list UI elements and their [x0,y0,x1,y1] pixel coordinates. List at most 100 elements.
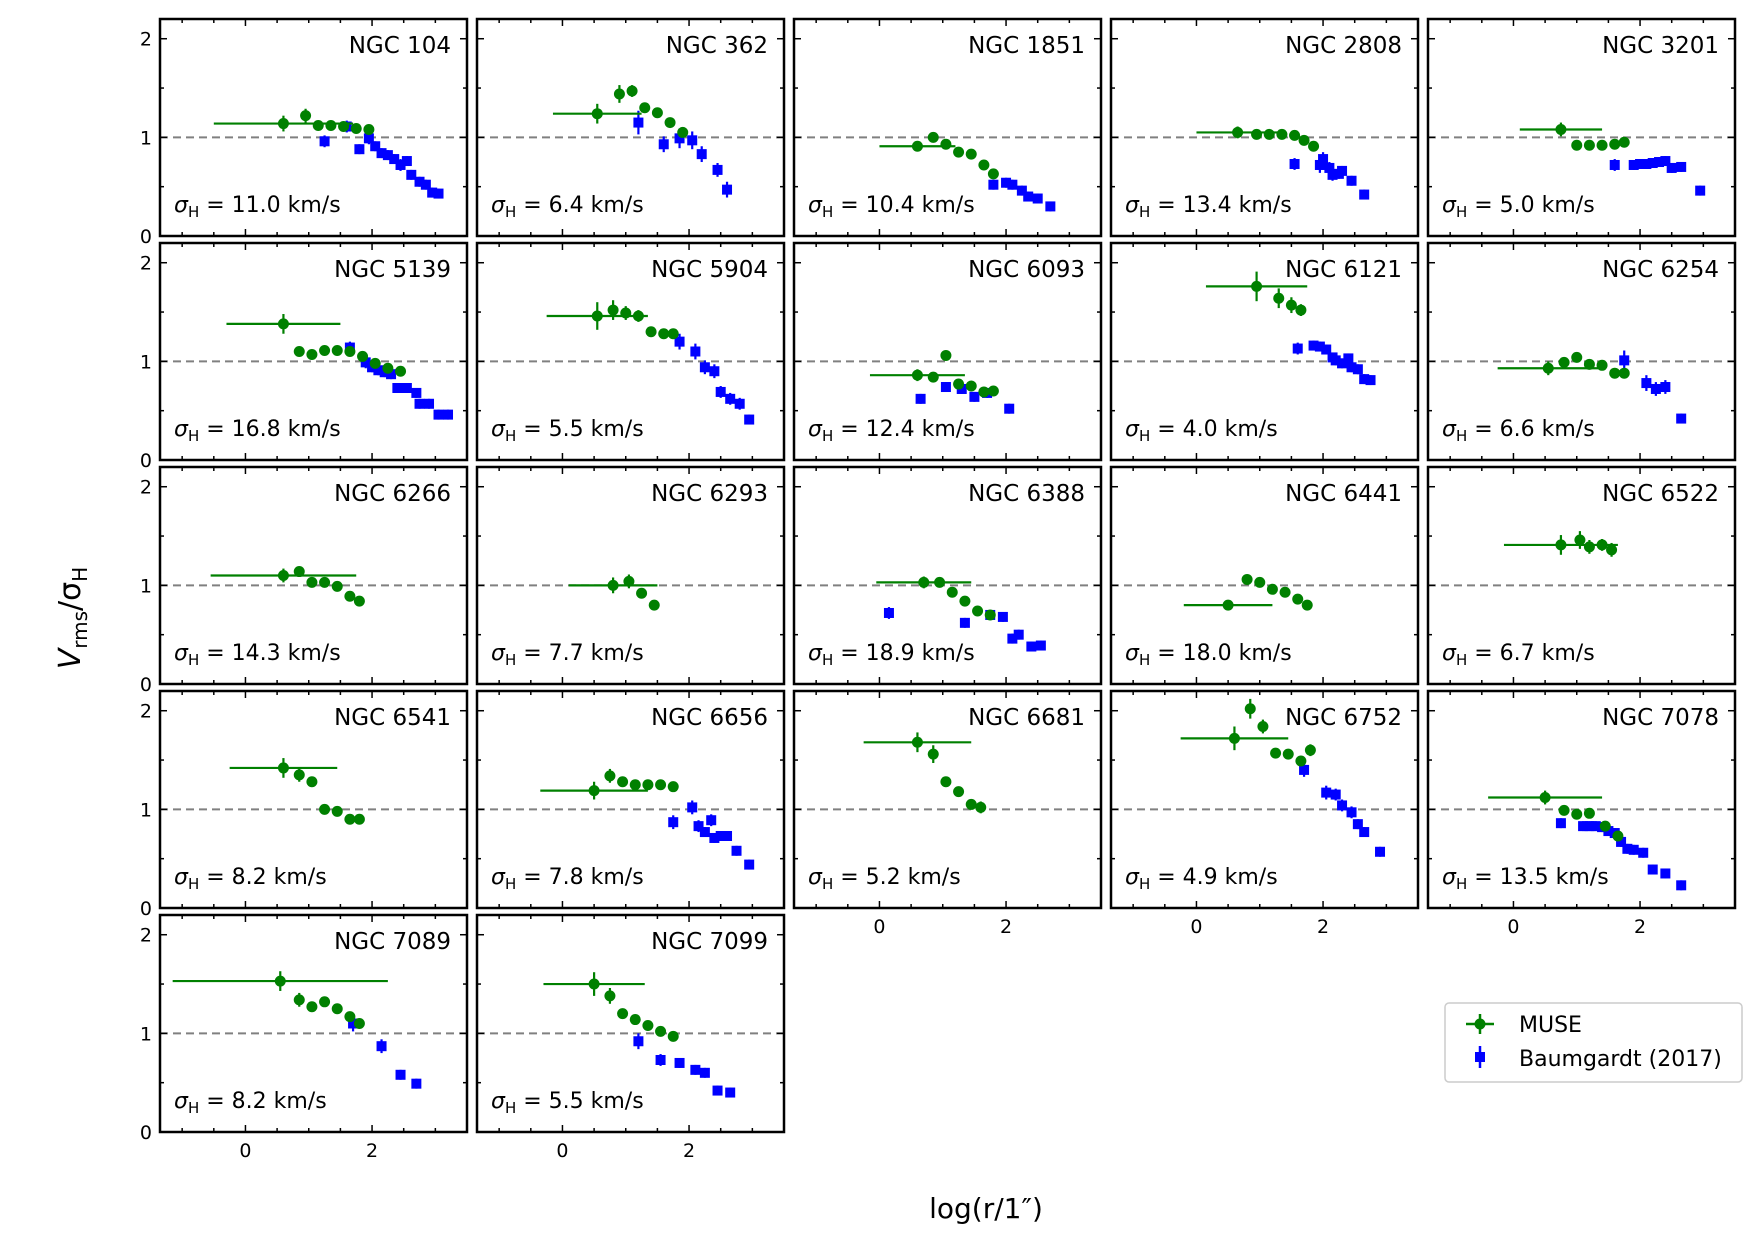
baumgardt-point [687,131,698,150]
baumgardt-point [1666,162,1677,173]
panel-title: NGC 5904 [651,257,768,283]
panel-title: NGC 6266 [334,481,451,507]
baumgardt-point [1359,374,1370,385]
muse-point [1270,747,1282,759]
x-tick-label: 0 [556,1140,568,1162]
panel-frame [475,241,786,462]
baumgardt-point [1321,785,1332,800]
baumgardt-point [712,163,723,177]
baumgardt-point [1330,355,1341,366]
panel-frame [475,689,786,910]
muse-point [1497,361,1599,376]
muse-point [1558,804,1570,816]
baumgardt-point [1023,191,1034,202]
baumgardt-point [1650,382,1661,396]
x-tick-label: 2 [1000,916,1012,938]
muse-point [172,971,388,991]
baumgardt-point [734,397,745,410]
panel-title: NGC 6656 [651,705,768,731]
muse-point [965,148,977,160]
muse-point [1282,748,1294,760]
panel-title: NGC 6254 [1602,257,1719,283]
muse-point [1583,358,1595,370]
panel-title: NGC 1851 [968,33,1085,59]
muse-point [1583,139,1595,151]
muse-point [953,146,965,158]
baumgardt-point [389,154,400,165]
baumgardt-point [1578,821,1589,832]
baumgardt-point [693,820,704,833]
panel-frame [158,913,469,1134]
panel-title: NGC 362 [666,33,768,59]
muse-point [568,577,658,594]
baumgardt-point [712,1085,723,1096]
legend: MUSE Baumgardt (2017) [1444,1002,1743,1083]
muse-point [972,605,984,617]
baumgardt-point [1647,158,1658,169]
muse-point [331,345,343,357]
muse-point [648,599,660,611]
y-label-sep: /σ [53,582,88,611]
baumgardt-point [658,136,669,153]
panel-frame [158,241,469,462]
muse-point [617,776,629,788]
muse-point [642,779,654,791]
panel-title: NGC 6541 [334,705,451,731]
muse-point [210,568,357,583]
muse-point [953,786,965,798]
baumgardt-point [1590,821,1601,832]
muse-point [1273,288,1285,309]
baumgardt-point [376,148,387,159]
legend-box [1444,1002,1743,1083]
baumgardt-point [395,159,406,171]
panel-ngc-3201: NGC 3201 σH = 5.0 km/s [1426,17,1737,238]
baumgardt-point [696,146,707,163]
muse-point [1241,573,1253,585]
baumgardt-point [411,1078,422,1089]
sigma-label: σH = 5.0 km/s [1442,193,1595,221]
panel-title: NGC 6121 [1285,257,1402,283]
baumgardt-point [706,814,717,827]
panel-title: NGC 7089 [334,929,451,955]
muse-point [1276,128,1288,140]
baumgardt-point [1016,185,1027,196]
panel-frame [1109,689,1420,910]
muse-point [395,365,407,377]
baumgardt-point [940,382,951,393]
baumgardt-point [988,179,999,190]
baumgardt-point [1001,177,1012,188]
panel-ngc-6656: NGC 6656 σH = 7.8 km/s [475,689,786,910]
panel-frame [1109,465,1420,686]
muse-point [940,349,952,361]
muse-point [1183,599,1273,611]
baumgardt-point [1045,201,1056,212]
muse-point [927,745,939,764]
muse-point [667,328,679,340]
sigma-label: σH = 8.2 km/s [174,1089,327,1117]
panel-title: NGC 5139 [334,257,451,283]
y-tick-label: 0 [140,450,152,472]
baumgardt-point [1327,168,1338,181]
muse-point [629,779,641,791]
baumgardt-point [1330,788,1341,801]
sigma-label: σH = 10.4 km/s [808,193,975,221]
y-tick-label: 0 [140,1122,152,1144]
muse-point [338,121,350,133]
panel-frame [158,17,469,238]
muse-point [344,590,356,602]
muse-point [927,371,939,383]
panel-ngc-7089: 0 1 2 0 2 NGC 7089 σH = 8.2 km/s [140,913,469,1162]
y-label-main: V [53,646,88,669]
muse-point [226,314,341,334]
baumgardt-point [1628,844,1639,855]
muse-point [293,346,305,357]
panel-title: NGC 6441 [1285,481,1402,507]
panel-frame [475,913,786,1134]
muse-point [353,1018,365,1029]
baumgardt-point [401,156,412,167]
y-tick-label: 1 [140,799,152,821]
panel-title: NGC 104 [349,33,451,59]
baumgardt-point [1359,827,1370,838]
muse-point [293,767,305,782]
y-tick-label: 2 [140,253,152,275]
